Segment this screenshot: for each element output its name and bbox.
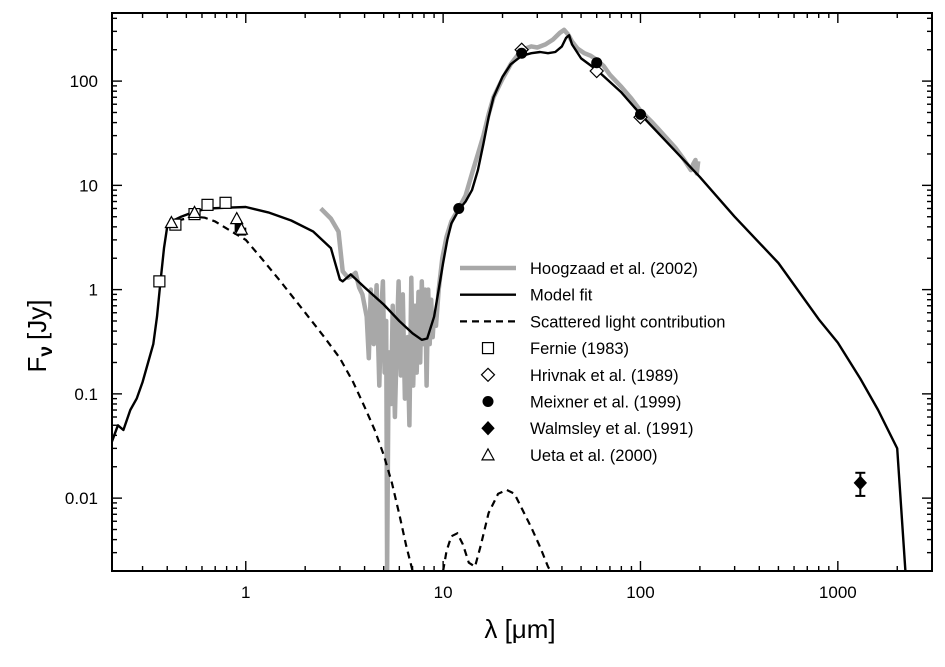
y-tick-label-4: 100 xyxy=(70,72,98,91)
marker-2-point-3 xyxy=(634,108,646,120)
marker-4-point-3 xyxy=(234,221,249,235)
series-3-line xyxy=(442,488,552,571)
marker-1-point-1 xyxy=(589,63,605,79)
legend-label-2: Scattered light contribution xyxy=(530,313,725,331)
legend-marker-label-0: Fernie (1983) xyxy=(530,340,629,358)
legend-marker-0 xyxy=(481,342,495,355)
marker-0-point-3 xyxy=(201,198,214,211)
legend-marker-label-4: Ueta et al. (2000) xyxy=(530,447,658,465)
legend-marker-label-3: Walmsley et al. (1991) xyxy=(530,420,694,438)
y-axis-title-main: F xyxy=(22,357,52,373)
x-tick-label-3: 1000 xyxy=(819,583,857,602)
marker-2-point-2 xyxy=(591,57,603,69)
plot-frame xyxy=(111,12,933,572)
legend-marker-label-1: Hrivnak et al. (1989) xyxy=(530,367,679,385)
y-tick-label-1: 0.1 xyxy=(74,385,98,404)
x-tick-label-1: 10 xyxy=(434,583,453,602)
marker-0-point-4 xyxy=(219,196,232,209)
legend-marker-4 xyxy=(480,447,496,461)
y-axis-title-sub: ν xyxy=(36,346,57,357)
y-axis-title-unit: [Jy] xyxy=(22,300,52,340)
marker-4-point-1 xyxy=(187,205,202,219)
legend-label-0: Hoogzaad et al. (2002) xyxy=(530,260,698,278)
marker-2-point-1 xyxy=(516,47,528,59)
series-layer xyxy=(112,27,907,571)
legend-marker-2 xyxy=(482,396,494,407)
marker-4-point-0 xyxy=(164,215,179,229)
y-tick-label-2: 1 xyxy=(89,281,98,300)
series-2-line xyxy=(177,215,414,571)
legend-marker-label-2: Meixner et al. (1999) xyxy=(530,394,681,412)
x-tick-label-2: 100 xyxy=(626,583,654,602)
y-tick-label-3: 10 xyxy=(79,176,98,195)
legend-label-1: Model fit xyxy=(530,287,593,305)
legend-marker-1 xyxy=(480,367,496,383)
y-axis-title: Fν [Jy] xyxy=(22,300,57,373)
marker-4-point-2 xyxy=(229,211,244,225)
y-tick-label-0: 0.01 xyxy=(65,489,98,508)
series-0-line xyxy=(319,27,701,571)
marker-2-point-0 xyxy=(453,202,465,214)
marker-3-point-0 xyxy=(853,475,868,491)
axis-ticks: 1 10 100 1000 0.01 0.1 1 10 100 xyxy=(65,13,933,602)
marker-layer xyxy=(153,42,868,497)
marker-0-point-0 xyxy=(153,275,166,288)
x-axis-title: λ [μm] xyxy=(484,614,555,644)
x-tick-label-0: 1 xyxy=(241,583,250,602)
legend: Hoogzaad et al. (2002) Model fit Scattered… xyxy=(460,260,725,465)
legend-marker-3 xyxy=(481,420,495,436)
